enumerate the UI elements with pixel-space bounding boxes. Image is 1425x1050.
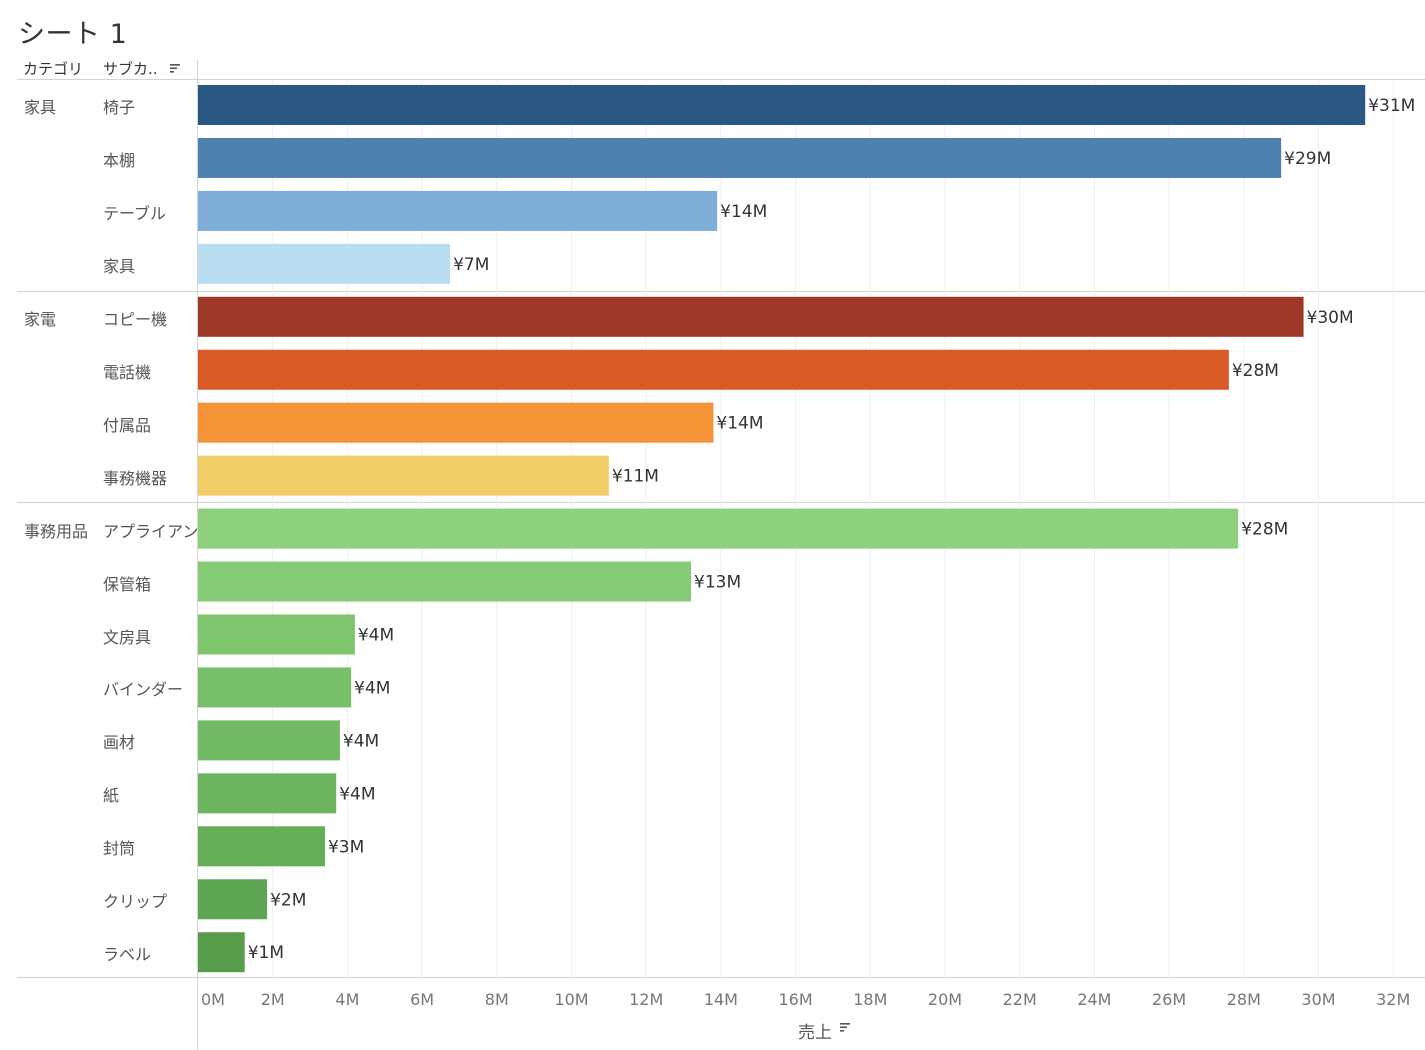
- bar-value-label: ¥7M: [453, 255, 489, 275]
- subcategory-label[interactable]: コピー機: [103, 309, 168, 329]
- x-tick-label: 26M: [1152, 990, 1186, 1009]
- bar[interactable]: [198, 402, 714, 443]
- subcategory-label[interactable]: 椅子: [103, 98, 136, 117]
- bar-value-label: ¥2M: [270, 890, 306, 910]
- x-tick-label: 4M: [335, 990, 359, 1009]
- bar-value-label: ¥29M: [1284, 149, 1331, 169]
- subcategory-label[interactable]: 電話機: [103, 362, 152, 382]
- bar-value-label: ¥14M: [716, 414, 763, 434]
- subcategory-label[interactable]: 保管箱: [103, 574, 152, 594]
- bar-value-label: ¥14M: [720, 202, 767, 222]
- subcategory-label[interactable]: テーブル: [103, 203, 167, 223]
- x-tick-label: 6M: [410, 990, 434, 1009]
- bar[interactable]: [198, 773, 337, 814]
- bar[interactable]: [198, 667, 352, 708]
- sheet-title: シート 1: [18, 19, 128, 50]
- bar-value-label: ¥4M: [339, 784, 375, 804]
- bar[interactable]: [198, 879, 268, 920]
- x-tick-label: 14M: [704, 990, 738, 1009]
- bar[interactable]: [198, 190, 718, 231]
- x-tick-label: 12M: [629, 990, 663, 1009]
- subcategory-label[interactable]: 文房具: [103, 627, 152, 647]
- sort-descending-icon[interactable]: [170, 64, 182, 74]
- bar-value-label: ¥11M: [612, 467, 659, 487]
- subcategory-label[interactable]: 紙: [103, 786, 120, 806]
- subcategory-label[interactable]: アプライアンス: [103, 521, 215, 541]
- x-tick-label: 16M: [779, 990, 813, 1009]
- subcategory-label[interactable]: 本棚: [103, 150, 136, 170]
- x-tick-label: 28M: [1227, 990, 1261, 1009]
- row-header-divider: [197, 60, 198, 1050]
- x-tick-label: 22M: [1003, 990, 1037, 1009]
- x-tick-label: 18M: [853, 990, 887, 1009]
- bar[interactable]: [198, 455, 609, 496]
- bar-value-label: ¥4M: [358, 626, 394, 646]
- bar[interactable]: [198, 137, 1282, 178]
- axis-top-border: [17, 977, 1425, 978]
- subcategory-label[interactable]: 付属品: [103, 415, 152, 435]
- bar[interactable]: [198, 85, 1366, 125]
- bar[interactable]: [198, 561, 692, 602]
- x-axis-title[interactable]: 売上: [798, 1023, 832, 1043]
- x-tick-label: 2M: [261, 990, 285, 1009]
- bar-value-label: ¥1M: [248, 943, 284, 963]
- bar[interactable]: [198, 614, 355, 655]
- subcategory-label[interactable]: バインダー: [103, 680, 184, 700]
- bar[interactable]: [198, 349, 1229, 390]
- subcategory-header[interactable]: サブカ..: [103, 60, 158, 78]
- x-tick-label: 30M: [1301, 990, 1335, 1009]
- bar-value-label: ¥31M: [1368, 96, 1415, 116]
- bar-value-label: ¥3M: [328, 837, 364, 857]
- bar[interactable]: [198, 932, 245, 973]
- bar[interactable]: [198, 243, 451, 284]
- bar[interactable]: [198, 826, 325, 867]
- x-tick-label: 0M: [201, 990, 225, 1009]
- x-tick-label: 20M: [928, 990, 962, 1009]
- category-label[interactable]: 家電: [24, 309, 57, 329]
- x-tick-label: 8M: [485, 990, 509, 1009]
- bar-value-label: ¥28M: [1241, 520, 1288, 540]
- bar-value-label: ¥4M: [343, 731, 379, 751]
- subcategory-label[interactable]: ラベル: [103, 945, 152, 965]
- subcategory-label[interactable]: 画材: [103, 733, 136, 753]
- subcategory-label[interactable]: クリップ: [103, 892, 168, 912]
- bar-value-label: ¥13M: [694, 573, 741, 593]
- x-tick-label: 24M: [1077, 990, 1111, 1009]
- subcategory-label[interactable]: 家具: [103, 256, 136, 276]
- bar[interactable]: [198, 508, 1239, 549]
- bar-value-label: ¥30M: [1307, 308, 1354, 328]
- category-header[interactable]: カテゴリ: [23, 60, 84, 78]
- bar[interactable]: [198, 296, 1304, 337]
- subcategory-label[interactable]: 封筒: [103, 839, 136, 859]
- subcategory-label[interactable]: 事務機器: [103, 468, 168, 488]
- category-label[interactable]: 事務用品: [24, 521, 89, 541]
- x-tick-label: 10M: [554, 990, 588, 1009]
- x-tick-label: 32M: [1376, 990, 1410, 1009]
- header-bottom-border: [17, 79, 1425, 80]
- bar-value-label: ¥28M: [1232, 361, 1279, 381]
- axis-sort-icon[interactable]: [840, 1023, 852, 1033]
- bar[interactable]: [198, 720, 340, 761]
- category-label[interactable]: 家具: [24, 98, 57, 117]
- bar-value-label: ¥4M: [354, 678, 390, 698]
